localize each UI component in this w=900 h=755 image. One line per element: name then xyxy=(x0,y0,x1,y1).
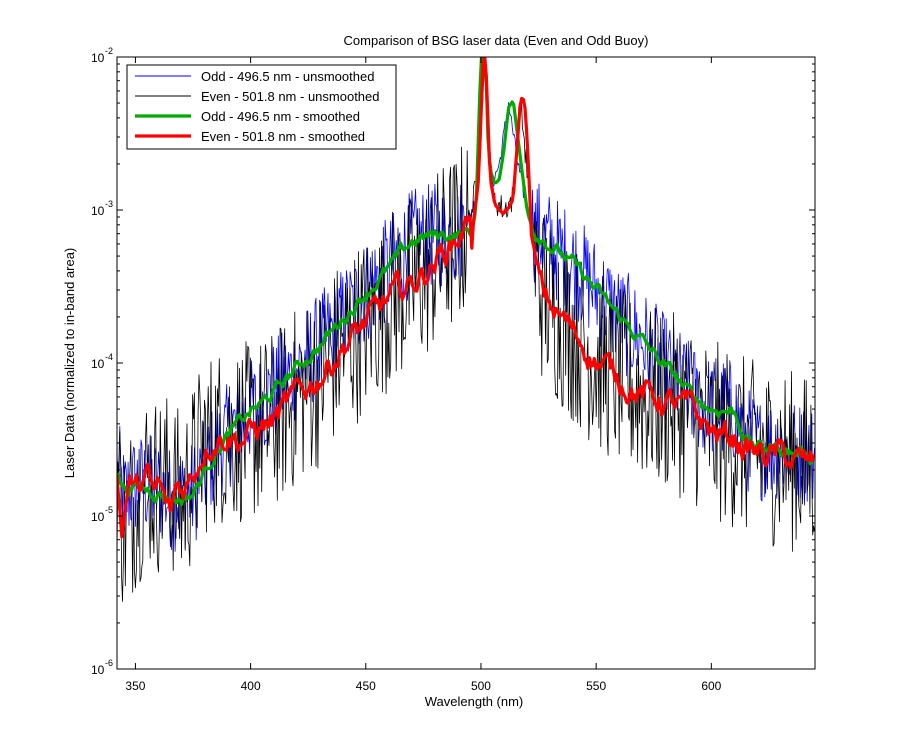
x-tick-label: 600 xyxy=(701,679,721,693)
chart-title: Comparison of BSG laser data (Even and O… xyxy=(344,33,649,48)
legend: Odd - 496.5 nm - unsmoothed Even - 501.8 … xyxy=(126,64,397,150)
y-tick-label: 10 xyxy=(91,510,105,524)
x-tick-label: 350 xyxy=(125,679,145,693)
x-tick-label: 550 xyxy=(586,679,606,693)
x-tick-label: 400 xyxy=(241,679,261,693)
y-tick-exponent: -4 xyxy=(105,352,113,362)
legend-label-3: Odd - 496.5 nm - smoothed xyxy=(201,109,360,124)
y-tick-exponent: -3 xyxy=(105,199,113,209)
y-tick-label: 10 xyxy=(91,204,105,218)
legend-label-2: Even - 501.8 nm - unsmoothed xyxy=(201,89,380,104)
y-tick-label: 10 xyxy=(91,357,105,371)
legend-label-1: Odd - 496.5 nm - unsmoothed xyxy=(201,69,374,84)
y-tick-label: 10 xyxy=(91,663,105,677)
series-line-4 xyxy=(117,57,815,539)
y-axis-label: Laser Data (normalized to in-band area) xyxy=(62,248,77,479)
x-axis-label: Wavelength (nm) xyxy=(425,694,524,709)
series-line-3 xyxy=(117,57,815,507)
x-tick-label: 450 xyxy=(356,679,376,693)
y-tick-exponent: -5 xyxy=(105,505,113,515)
y-tick-exponent: -6 xyxy=(105,658,113,668)
y-tick-exponent: -2 xyxy=(105,46,113,56)
series-layer xyxy=(117,57,815,602)
y-tick-label: 10 xyxy=(91,51,105,65)
legend-label-4: Even - 501.8 nm - smoothed xyxy=(201,129,365,144)
x-tick-label: 500 xyxy=(471,679,491,693)
